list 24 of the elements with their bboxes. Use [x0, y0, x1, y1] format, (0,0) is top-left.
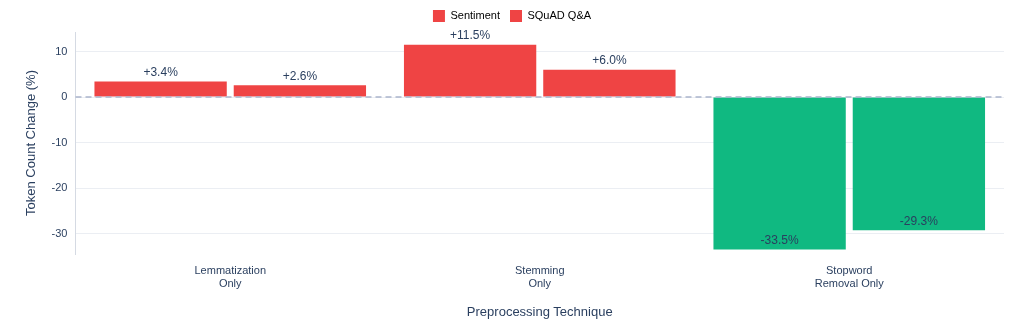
legend-label: Sentiment [450, 9, 500, 22]
x-tick-label: Stemming Only [514, 263, 565, 289]
y-tick-label: -30 [51, 226, 68, 239]
x-axis-title: Preprocessing Technique [466, 303, 613, 319]
bar [852, 97, 986, 231]
bar [713, 97, 846, 250]
bar [543, 69, 676, 97]
data-label: +2.6% [282, 68, 318, 83]
data-label: +11.5% [450, 28, 491, 43]
legend-label: SQuAD Q&A [527, 9, 592, 22]
data-label: -33.5% [760, 232, 799, 247]
data-label: +6.0% [592, 53, 627, 68]
bar [233, 85, 367, 97]
bar [94, 81, 227, 97]
data-label: +3.4% [143, 64, 179, 79]
y-tick-label: 10 [55, 44, 68, 57]
y-axis-title: Token Count Change (%) [23, 70, 39, 216]
x-tick-label: Lemmatization Only [194, 263, 267, 289]
x-tick-label: Stopword Removal Only [814, 263, 885, 289]
data-label: -29.3% [899, 213, 939, 228]
bar [403, 44, 537, 97]
y-tick-label: -20 [51, 181, 68, 194]
y-tick-label: 0 [61, 90, 68, 103]
y-tick-label: -10 [51, 135, 68, 148]
